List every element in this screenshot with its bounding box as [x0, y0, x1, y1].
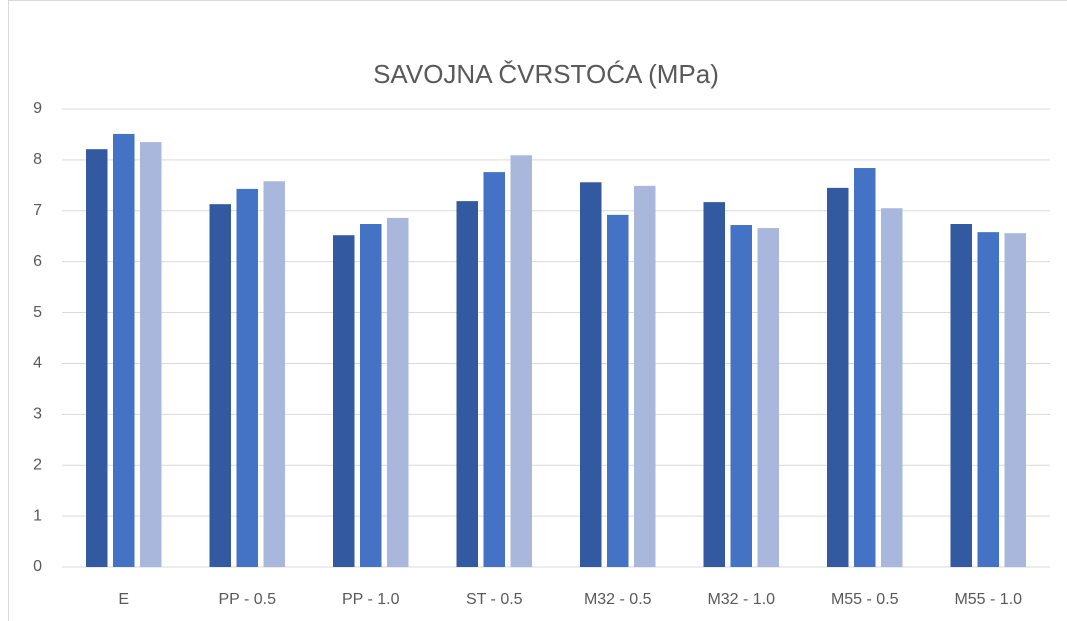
- y-tick-label: 4: [33, 355, 42, 372]
- bar: [360, 224, 382, 567]
- x-tick-label: M32 - 0.5: [584, 591, 652, 608]
- y-tick-label: 5: [33, 304, 42, 321]
- bar: [827, 187, 849, 567]
- y-tick-label: 1: [33, 507, 42, 524]
- y-tick-label: 7: [33, 202, 42, 219]
- bar: [1004, 233, 1026, 567]
- chart-title: SAVOJNA ČVRSTOĆA (MPa): [373, 59, 719, 89]
- bar: [333, 235, 355, 567]
- x-tick-label: PP - 1.0: [342, 591, 400, 608]
- bar: [113, 133, 135, 568]
- bar: [634, 185, 656, 567]
- bar: [977, 232, 999, 567]
- bar: [881, 208, 903, 567]
- bar: [209, 204, 231, 567]
- bar: [607, 214, 629, 568]
- y-tick-label: 8: [33, 151, 42, 168]
- bar: [483, 172, 505, 567]
- bar: [387, 217, 409, 567]
- x-tick-label: M32 - 1.0: [707, 591, 775, 608]
- bar: [236, 188, 258, 567]
- x-tick-label: E: [118, 591, 129, 608]
- y-tick-label: 0: [33, 558, 42, 575]
- x-tick-label: M55 - 1.0: [954, 591, 1022, 608]
- bar: [854, 168, 876, 567]
- bar: [510, 155, 532, 567]
- x-tick-label: PP - 0.5: [218, 591, 276, 608]
- bar: [263, 181, 285, 568]
- bar: [730, 225, 752, 567]
- chart-frame: [8, 0, 1067, 621]
- y-tick-label: 6: [33, 253, 42, 270]
- y-tick-label: 2: [33, 456, 42, 473]
- bar: [950, 224, 972, 567]
- bar: [757, 228, 779, 567]
- x-tick-label: M55 - 0.5: [831, 591, 899, 608]
- bar: [580, 182, 602, 567]
- bar: [86, 149, 108, 568]
- y-tick-label: 9: [33, 100, 42, 117]
- bar: [140, 142, 162, 568]
- bar: [456, 201, 478, 567]
- y-tick-label: 3: [33, 406, 42, 423]
- x-tick-label: ST - 0.5: [466, 591, 523, 608]
- bar: [703, 202, 725, 568]
